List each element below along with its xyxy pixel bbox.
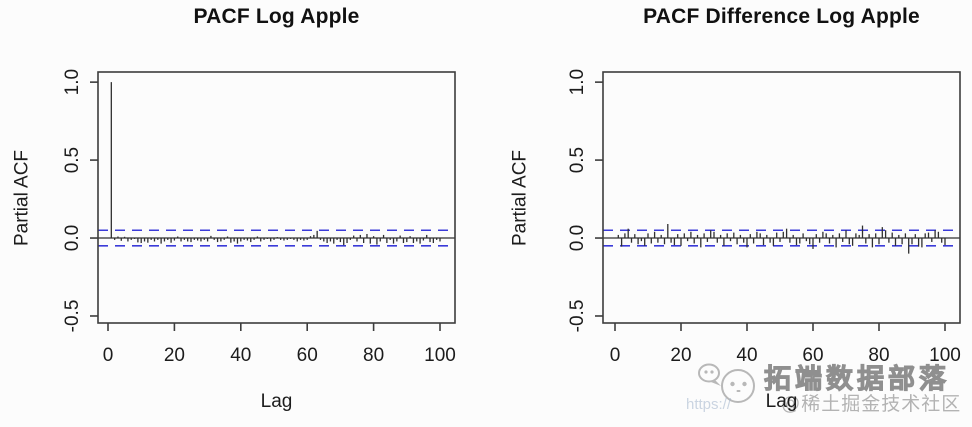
plot-box — [602, 71, 961, 324]
x-tick-label: 100 — [929, 345, 961, 366]
left-x-axis-label: Lag — [260, 391, 293, 412]
y-tick-label: 1.0 — [62, 69, 83, 95]
left-panel-title: PACF Log Apple — [193, 5, 360, 28]
axis-ticks — [90, 81, 441, 331]
axis-ticks — [595, 81, 946, 331]
y-tick-label: -0.5 — [567, 300, 588, 333]
x-tick-label: 100 — [424, 345, 456, 366]
pacf-panel-0: 0 20 40 60 80 100 1.0 0.5 0.0 -0.5 — [62, 69, 456, 366]
y-tick-label: -0.5 — [62, 300, 83, 333]
plot-box — [97, 71, 456, 324]
y-tick-label: 1.0 — [567, 69, 588, 95]
pacf-bars — [617, 224, 946, 254]
right-y-axis-label: Partial ACF — [509, 149, 531, 247]
x-tick-label: 80 — [868, 345, 889, 366]
y-tick-label: 0.5 — [567, 147, 588, 173]
y-tick-label: 0.0 — [62, 225, 83, 251]
axis-tick-labels: 0 20 40 60 80 100 1.0 0.5 0.0 -0.5 — [567, 69, 961, 366]
confidence-band-lines — [603, 229, 960, 247]
x-tick-label: 60 — [802, 345, 823, 366]
x-tick-label: 80 — [363, 345, 384, 366]
confidence-band-lines — [98, 229, 455, 247]
x-tick-label: 40 — [736, 345, 757, 366]
x-tick-label: 40 — [230, 345, 251, 366]
x-tick-label: 0 — [610, 345, 621, 366]
pacf-panel-1: 0 20 40 60 80 100 1.0 0.5 0.0 -0.5 — [567, 69, 961, 366]
left-y-axis-label: Partial ACF — [11, 149, 33, 247]
right-x-axis-label: Lag — [765, 391, 798, 412]
x-tick-label: 20 — [164, 345, 185, 366]
x-tick-label: 0 — [103, 345, 114, 366]
y-tick-label: 0.5 — [62, 147, 83, 173]
x-tick-label: 60 — [297, 345, 318, 366]
axis-tick-labels: 0 20 40 60 80 100 1.0 0.5 0.0 -0.5 — [62, 69, 456, 366]
pacf-bars — [110, 82, 441, 246]
x-tick-label: 20 — [670, 345, 691, 366]
right-panel-title: PACF Difference Log Apple — [643, 5, 920, 28]
y-tick-label: 0.0 — [567, 225, 588, 251]
